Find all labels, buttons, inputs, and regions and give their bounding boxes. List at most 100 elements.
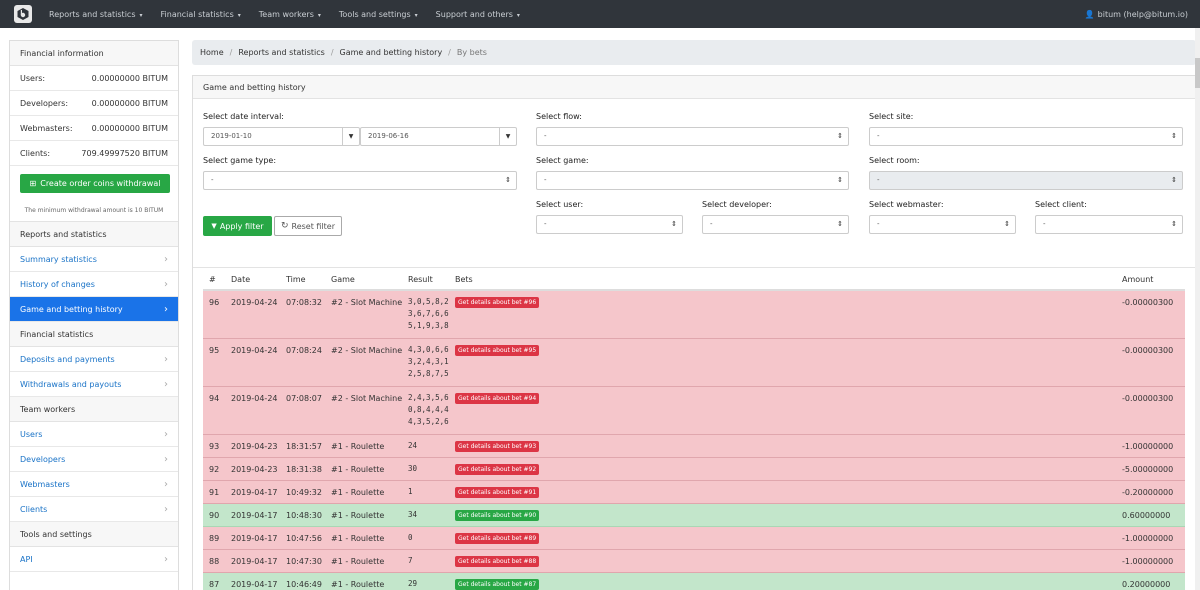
room-value: -	[877, 176, 880, 184]
sidebar-link[interactable]: Webmasters ›	[10, 472, 178, 497]
bet-details-button[interactable]: Get details about bet #95	[455, 345, 540, 356]
game-type-select[interactable]: - ⇕	[203, 171, 517, 190]
col-amount: Amount	[1122, 275, 1154, 284]
sidebar-link[interactable]: Developers ›	[10, 447, 178, 472]
table-row: 95 2019-04-24 07:08:24 #2 - Slot Machine 4,3…	[203, 339, 1185, 387]
apply-filter-label: Apply filter	[219, 221, 264, 231]
sidebar-link[interactable]: Summary statistics ›	[10, 247, 178, 272]
chevron-right-icon: ›	[164, 503, 168, 515]
scrollbar-thumb[interactable]	[1195, 58, 1200, 88]
table-header: # Date Time Game Result Bets Amount	[203, 269, 1185, 291]
bet-details-button[interactable]: Get details about bet #96	[455, 297, 540, 308]
breadcrumb-home[interactable]: Home	[200, 48, 224, 57]
col-bets: Bets	[455, 275, 473, 284]
financial-information-title: Financial information	[10, 41, 178, 66]
cell-amount: -1.00000000	[1122, 534, 1174, 543]
breadcrumb-reports[interactable]: Reports and statistics	[238, 48, 325, 57]
result-line: 3,0,5,8,2	[408, 297, 449, 306]
room-label: Select room:	[869, 156, 920, 165]
bet-details-button[interactable]: Get details about bet #89	[455, 533, 540, 544]
chevron-right-icon: ›	[164, 303, 168, 315]
caret-down-icon[interactable]: ▼	[499, 128, 516, 145]
game-select[interactable]: - ⇕	[536, 171, 849, 190]
bet-details-button[interactable]: Get details about bet #87	[455, 579, 540, 590]
nav-menu-3[interactable]: Tools and settings ▾	[330, 10, 427, 19]
cell-time: 10:47:56	[286, 534, 322, 543]
balance-value: 0.00000000 BITUM	[91, 98, 168, 108]
cell-date: 2019-04-17	[231, 511, 278, 520]
cell-amount: -1.00000000	[1122, 442, 1174, 451]
cell-amount: -0.00000300	[1122, 298, 1174, 307]
balance-label: Developers:	[20, 98, 69, 108]
user-menu[interactable]: 👤 bitum (help@bitum.io)	[1085, 0, 1188, 28]
cell-date: 2019-04-17	[231, 557, 278, 566]
breadcrumb-separator: /	[330, 48, 334, 57]
developer-select[interactable]: - ⇕	[702, 215, 849, 234]
page-scrollbar[interactable]	[1195, 28, 1200, 590]
bet-details-button[interactable]: Get details about bet #94	[455, 393, 540, 404]
caret-down-icon[interactable]: ▼	[342, 128, 359, 145]
select-arrows-icon: ⇕	[837, 220, 843, 228]
nav-menu-label: Support and others	[435, 9, 513, 19]
nav-menu-0[interactable]: Reports and statistics ▾	[40, 10, 152, 19]
reset-filter-button[interactable]: ↻ Reset filter	[274, 216, 342, 236]
sidebar-link[interactable]: Clients ›	[10, 497, 178, 522]
room-select[interactable]: - ⇕	[869, 171, 1183, 190]
flow-select[interactable]: - ⇕	[536, 127, 849, 146]
sidebar-link[interactable]: API ›	[10, 547, 178, 572]
date-from-input[interactable]: 2019-01-10 ▼	[203, 127, 360, 146]
sidebar-link-label: Summary statistics	[20, 254, 97, 264]
user-select[interactable]: - ⇕	[536, 215, 683, 234]
table-row: 90 2019-04-17 10:48:30 #1 - Roulette 34 Get d…	[203, 504, 1185, 527]
result-line: 2,5,8,7,5	[408, 369, 449, 378]
client-select[interactable]: - ⇕	[1035, 215, 1183, 234]
sidebar-link[interactable]: Withdrawals and payouts ›	[10, 372, 178, 397]
nav-menu-2[interactable]: Team workers ▾	[250, 10, 330, 19]
bet-details-button[interactable]: Get details about bet #93	[455, 441, 540, 452]
cell-game: #2 - Slot Machine	[331, 394, 403, 403]
nav-menu-label: Financial statistics	[160, 9, 234, 19]
cell-amount: -0.00000300	[1122, 394, 1174, 403]
nav-menu-1[interactable]: Financial statistics ▾	[152, 10, 250, 19]
sidebar-link[interactable]: History of changes ›	[10, 272, 178, 297]
game-type-value: -	[211, 176, 214, 184]
sidebar-link[interactable]: Game and betting history ›	[10, 297, 178, 322]
date-to-input[interactable]: 2019-06-16 ▼	[360, 127, 517, 146]
result-line: 3,2,4,3,1	[408, 357, 449, 366]
cell-date: 2019-04-24	[231, 394, 278, 403]
bet-details-button[interactable]: Get details about bet #91	[455, 487, 540, 498]
sidebar-link[interactable]: Users ›	[10, 422, 178, 447]
bet-details-button[interactable]: Get details about bet #92	[455, 464, 540, 475]
webmaster-select[interactable]: - ⇕	[869, 215, 1016, 234]
breadcrumb-game-history[interactable]: Game and betting history	[339, 48, 443, 57]
apply-filter-button[interactable]: ▼ Apply filter	[203, 216, 272, 236]
developer-filter-label: Select developer:	[702, 200, 772, 209]
balance-value: 0.00000000 BITUM	[91, 73, 168, 83]
site-select[interactable]: - ⇕	[869, 127, 1183, 146]
chevron-right-icon: ›	[164, 278, 168, 290]
result-line: 29	[408, 579, 418, 588]
balance-row: Users: 0.00000000 BITUM	[10, 66, 178, 91]
result-line: 34	[408, 510, 418, 519]
col-date: Date	[231, 275, 251, 284]
cell-game: #1 - Roulette	[331, 465, 385, 474]
bet-details-button[interactable]: Get details about bet #88	[455, 556, 540, 567]
chevron-right-icon: ›	[164, 553, 168, 565]
bet-details-button[interactable]: Get details about bet #90	[455, 510, 540, 521]
select-arrows-icon: ⇕	[1004, 220, 1010, 228]
table-row: 88 2019-04-17 10:47:30 #1 - Roulette 7 Get de…	[203, 550, 1185, 573]
cell-result: 4,3,0,6,6 3,2,4,3,1 2,5,8,7,5	[408, 344, 449, 380]
cell-date: 2019-04-24	[231, 346, 278, 355]
nav-menu-4[interactable]: Support and others ▾	[427, 10, 529, 19]
cell-amount: -0.20000000	[1122, 488, 1174, 497]
table-row: 96 2019-04-24 07:08:32 #2 - Slot Machine 3,0…	[203, 291, 1185, 339]
game-history-card: Game and betting history Select date int…	[192, 75, 1196, 590]
bitum-logo-icon[interactable]	[14, 5, 32, 23]
col-game: Game	[331, 275, 355, 284]
create-withdrawal-button[interactable]: ⊞ Create order coins withdrawal	[20, 174, 170, 193]
sidebar-link[interactable]: Deposits and payments ›	[10, 347, 178, 372]
select-arrows-icon: ⇕	[671, 220, 677, 228]
caret-down-icon: ▾	[139, 11, 143, 19]
divider	[193, 267, 1195, 268]
caret-down-icon: ▾	[516, 11, 520, 19]
